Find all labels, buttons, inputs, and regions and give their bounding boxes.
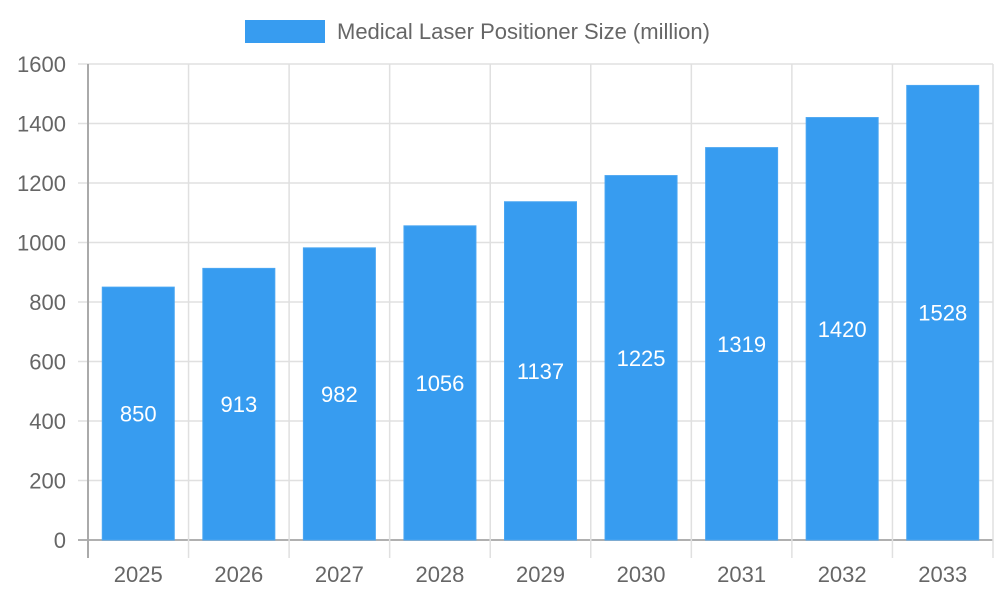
x-tick-label: 2026: [214, 562, 263, 587]
data-labels: 850 913 982 1056 1137 1225 1319 1420 1528: [120, 301, 967, 427]
bar: [705, 147, 779, 541]
data-label: 913: [220, 392, 257, 417]
data-label: 1420: [818, 317, 867, 342]
bar: [403, 225, 477, 541]
x-tick-label: 2033: [918, 562, 967, 587]
y-tick-label: 1000: [17, 231, 66, 256]
data-label: 1056: [415, 371, 464, 396]
y-tick-label: 1600: [17, 52, 66, 77]
legend-label: Medical Laser Positioner Size (million): [337, 19, 710, 44]
data-label: 1137: [517, 359, 564, 384]
x-tick-label: 2032: [818, 562, 867, 587]
bar: [504, 201, 577, 541]
y-tick-label: 0: [54, 528, 66, 553]
axes: 0 200 400 600 800 1000 1200 1400 1600 2025 2026 202…: [17, 52, 967, 587]
bar: [202, 267, 276, 541]
y-tick-label: 1200: [17, 171, 66, 196]
x-tick-label: 2030: [617, 562, 666, 587]
data-label: 1225: [617, 346, 666, 371]
bar: [101, 286, 175, 541]
y-tick-label: 800: [29, 290, 66, 315]
bar: [302, 247, 376, 541]
y-tick-label: 400: [29, 409, 66, 434]
bars: [101, 84, 980, 541]
data-label: 850: [120, 402, 157, 427]
y-tick-label: 1400: [17, 112, 66, 137]
bar: [906, 84, 980, 541]
y-tick-label: 200: [29, 469, 66, 494]
legend[interactable]: Medical Laser Positioner Size (million): [245, 19, 710, 44]
bar: [805, 117, 879, 541]
legend-swatch: [245, 20, 325, 43]
x-tick-label: 2025: [114, 562, 163, 587]
x-tick-label: 2029: [516, 562, 565, 587]
data-label: 982: [321, 382, 358, 407]
data-label: 1319: [717, 332, 766, 357]
data-label: 1528: [918, 301, 967, 326]
x-tick-label: 2027: [315, 562, 364, 587]
x-tick-label: 2028: [415, 562, 464, 587]
x-tick-label: 2031: [717, 562, 766, 587]
bar: [604, 175, 678, 541]
y-tick-label: 600: [29, 350, 66, 375]
